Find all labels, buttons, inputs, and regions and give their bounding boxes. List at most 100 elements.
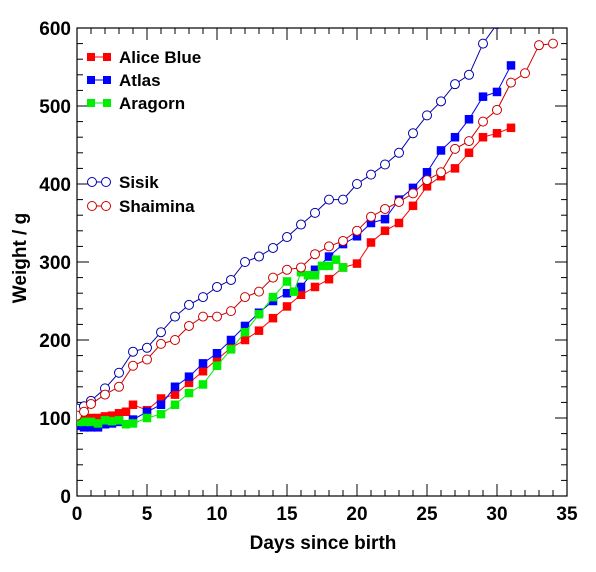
data-point-sisik bbox=[422, 110, 432, 121]
data-point-shaimina bbox=[310, 249, 320, 260]
data-point-aragorn bbox=[289, 287, 299, 296]
data-point-shaimina bbox=[142, 354, 152, 365]
data-point-aragorn bbox=[184, 388, 194, 398]
data-point-shaimina bbox=[100, 389, 110, 400]
data-point-shaimina bbox=[394, 196, 404, 207]
data-point-shaimina bbox=[170, 335, 180, 345]
data-point-alice-blue bbox=[170, 390, 180, 399]
legend-label: Aragorn bbox=[119, 94, 185, 113]
data-point-atlas bbox=[156, 400, 166, 409]
legend-marker bbox=[87, 201, 97, 211]
data-point-sisik bbox=[254, 251, 264, 262]
data-point-alice-blue bbox=[352, 259, 362, 268]
data-point-atlas bbox=[492, 87, 502, 97]
y-tick-label: 600 bbox=[39, 19, 71, 40]
data-point-shaimina bbox=[520, 68, 530, 79]
data-point-atlas bbox=[436, 146, 446, 155]
legend-item-aragorn: Aragorn bbox=[87, 94, 185, 113]
legend-label: Atlas bbox=[119, 71, 161, 90]
y-tick-label: 100 bbox=[39, 409, 71, 430]
data-point-atlas bbox=[380, 214, 390, 224]
x-tick-label: 30 bbox=[486, 504, 507, 525]
data-point-sisik bbox=[184, 299, 194, 310]
data-point-shaimina bbox=[436, 167, 446, 178]
data-point-sisik bbox=[128, 346, 138, 357]
y-tick-label: 400 bbox=[39, 175, 71, 196]
data-point-alice-blue bbox=[450, 164, 460, 173]
legend: Alice Blue Atlas Aragorn Sisik Shaimina bbox=[87, 48, 201, 216]
series-atlas bbox=[77, 61, 516, 432]
data-point-alice-blue bbox=[121, 407, 131, 417]
data-point-alice-blue bbox=[310, 282, 320, 292]
data-point-alice-blue bbox=[366, 238, 376, 247]
data-point-shaimina bbox=[478, 116, 488, 127]
data-point-atlas bbox=[506, 61, 516, 70]
data-point-sisik bbox=[156, 327, 166, 338]
legend-marker bbox=[87, 76, 95, 84]
data-point-aragorn bbox=[212, 361, 222, 370]
data-point-shaimina bbox=[534, 40, 544, 51]
data-point-sisik bbox=[380, 159, 390, 170]
data-point-alice-blue bbox=[478, 132, 488, 142]
legend-label: Shaimina bbox=[119, 197, 195, 216]
data-point-sisik bbox=[226, 274, 236, 285]
data-point-shaimina bbox=[156, 338, 166, 349]
x-axis-title: Days since birth bbox=[250, 533, 397, 554]
series-shaimina bbox=[77, 38, 558, 421]
data-point-sisik bbox=[310, 207, 320, 218]
data-point-atlas bbox=[212, 349, 222, 358]
data-point-alice-blue bbox=[198, 366, 208, 376]
data-point-shaimina bbox=[338, 235, 348, 246]
data-point-shaimina bbox=[296, 262, 306, 273]
x-tick-label: 25 bbox=[416, 504, 438, 525]
legend-marker bbox=[103, 53, 111, 61]
legend-marker bbox=[87, 177, 97, 187]
data-point-sisik bbox=[212, 281, 222, 292]
data-point-shaimina bbox=[548, 38, 558, 49]
y-tick-label: 500 bbox=[39, 97, 71, 118]
data-point-aragorn bbox=[240, 327, 250, 337]
data-point-aragorn bbox=[198, 380, 208, 389]
data-point-aragorn bbox=[226, 345, 236, 354]
data-point-aragorn bbox=[170, 400, 180, 409]
legend-marker bbox=[87, 53, 95, 61]
data-point-sisik bbox=[338, 194, 348, 205]
data-point-shaimina bbox=[380, 203, 390, 214]
data-point-shaimina bbox=[506, 77, 516, 88]
x-tick-label: 15 bbox=[276, 504, 298, 525]
data-point-shaimina bbox=[268, 272, 278, 283]
data-point-shaimina bbox=[352, 225, 362, 236]
x-tick-label: 0 bbox=[72, 504, 83, 525]
data-point-sisik bbox=[408, 128, 418, 139]
y-tick-label: 0 bbox=[60, 487, 71, 508]
data-point-atlas bbox=[184, 372, 194, 381]
data-point-sisik bbox=[366, 169, 376, 180]
data-point-shaimina bbox=[422, 175, 432, 186]
legend-item-alice-blue: Alice Blue bbox=[87, 48, 201, 67]
data-point-shaimina bbox=[212, 311, 222, 322]
data-point-shaimina bbox=[226, 306, 236, 317]
legend-item-sisik: Sisik bbox=[87, 173, 159, 192]
legend-item-atlas: Atlas bbox=[87, 71, 161, 90]
data-point-alice-blue bbox=[282, 302, 292, 311]
y-axis-title: Weight / g bbox=[10, 213, 31, 303]
data-point-sisik bbox=[142, 342, 152, 353]
data-point-aragorn bbox=[142, 413, 152, 423]
data-point-alice-blue bbox=[324, 274, 334, 284]
data-point-aragorn bbox=[282, 277, 292, 286]
data-point-sisik bbox=[296, 219, 306, 230]
data-point-shaimina bbox=[492, 104, 502, 115]
data-point-shaimina bbox=[324, 241, 334, 252]
data-point-sisik bbox=[478, 38, 488, 49]
data-point-shaimina bbox=[240, 292, 250, 303]
data-point-aragorn bbox=[331, 255, 341, 264]
x-tick-label: 5 bbox=[142, 504, 153, 525]
data-point-shaimina bbox=[86, 398, 96, 409]
data-point-alice-blue bbox=[380, 226, 390, 236]
legend-label: Alice Blue bbox=[119, 48, 201, 67]
legend-marker bbox=[101, 177, 111, 187]
data-point-sisik bbox=[394, 147, 404, 158]
data-point-atlas bbox=[226, 335, 236, 345]
data-point-alice-blue bbox=[394, 218, 404, 228]
data-point-atlas bbox=[450, 132, 460, 142]
